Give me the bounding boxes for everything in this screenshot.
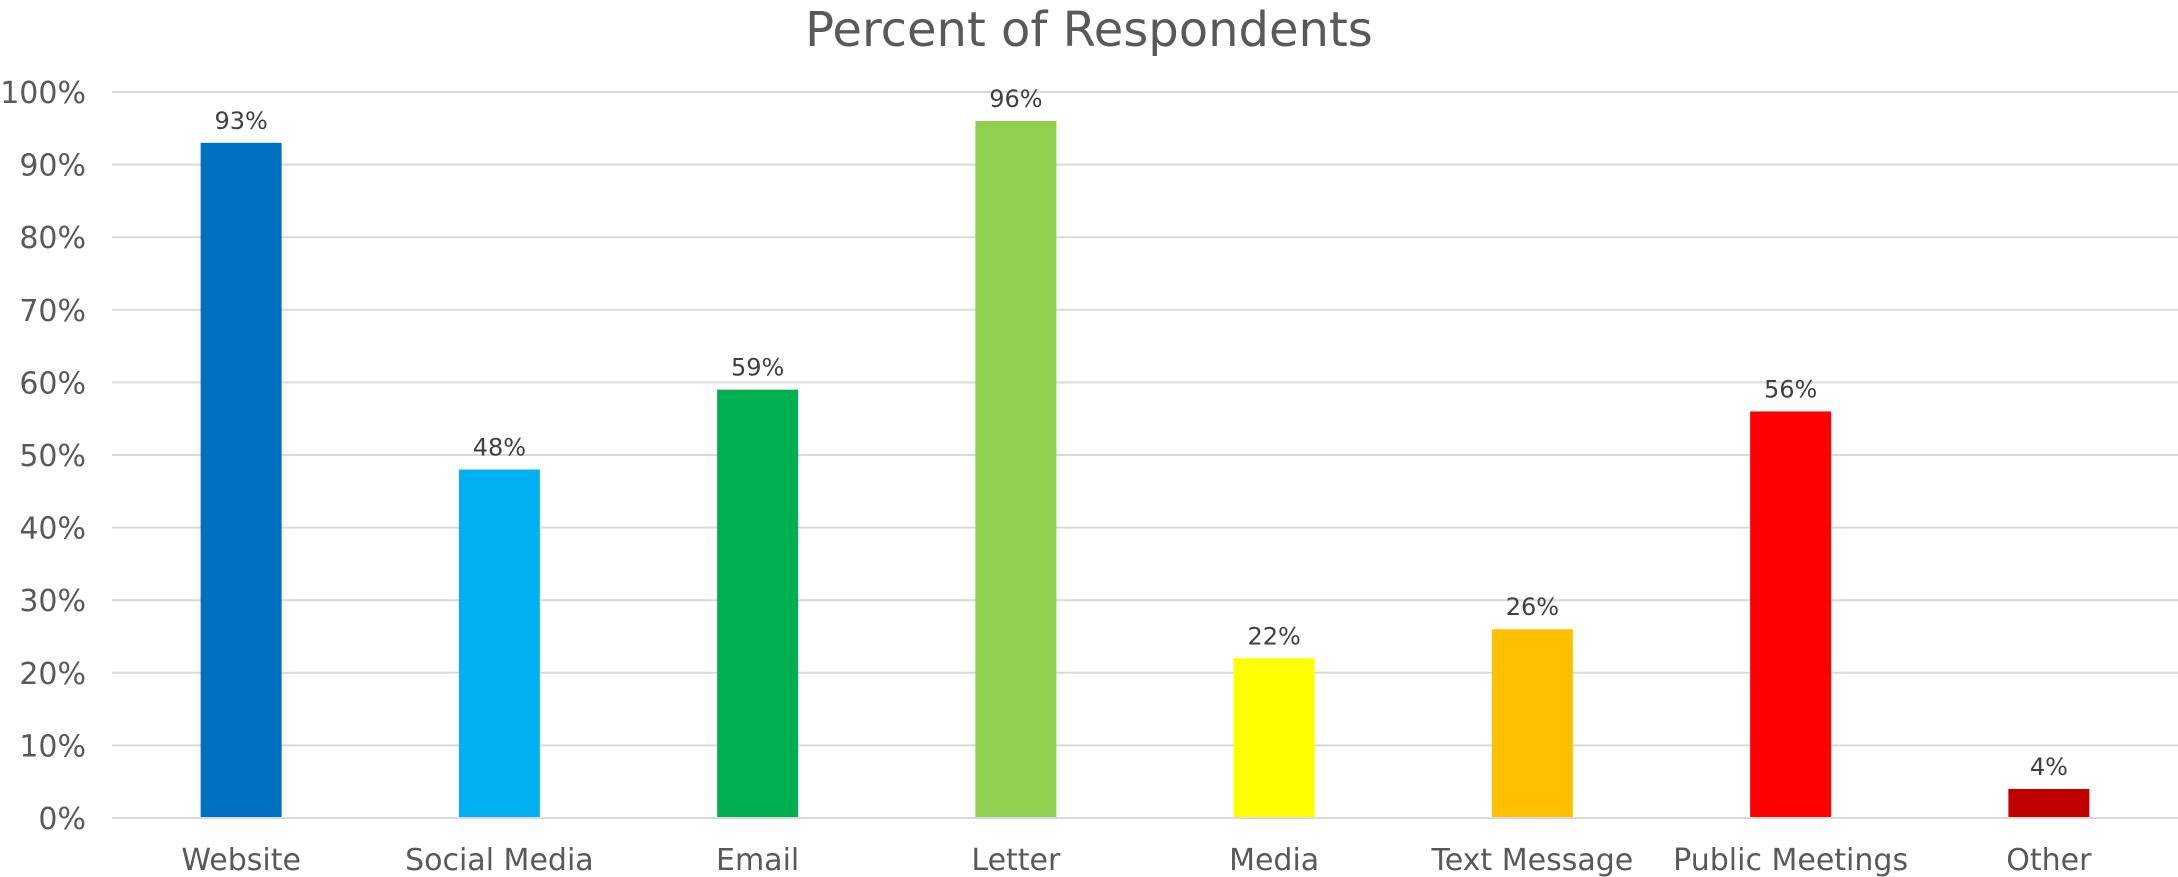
x-category-label: Social Media [405,843,594,877]
y-tick-label: 100% [0,76,86,111]
y-tick-label: 90% [19,149,86,184]
y-tick-label: 50% [19,439,86,474]
y-tick-label: 70% [19,294,86,329]
data-label: 96% [989,85,1042,113]
bar [975,121,1057,819]
chart-title: Percent of Respondents [805,2,1373,58]
y-tick-label: 80% [19,221,86,256]
bar [458,469,540,818]
y-tick-label: 20% [19,657,86,692]
data-label: 26% [1506,593,1559,621]
y-tick-label: 0% [38,802,86,837]
data-label: 56% [1764,375,1817,403]
bar [1233,658,1315,818]
y-tick-label: 10% [19,729,86,764]
y-tick-label: 40% [19,512,86,547]
x-category-label: Letter [971,843,1061,877]
x-category-label: Other [2006,843,2092,877]
data-label: 22% [1247,622,1300,650]
y-tick-label: 60% [19,366,86,401]
data-label: 93% [214,107,267,135]
data-label: 48% [473,434,526,462]
bar [200,142,282,818]
bar [2008,788,2090,818]
x-category-label: Website [181,843,301,877]
bar [1750,411,1832,818]
x-category-label: Public Meetings [1673,843,1908,877]
y-tick-label: 30% [19,584,86,619]
x-category-label: Text Message [1431,843,1634,877]
bar [1491,629,1573,818]
x-category-label: Email [716,843,799,877]
x-category-label: Media [1229,843,1319,877]
data-label: 59% [731,354,784,382]
data-label: 4% [2030,753,2068,781]
bar [717,389,799,818]
